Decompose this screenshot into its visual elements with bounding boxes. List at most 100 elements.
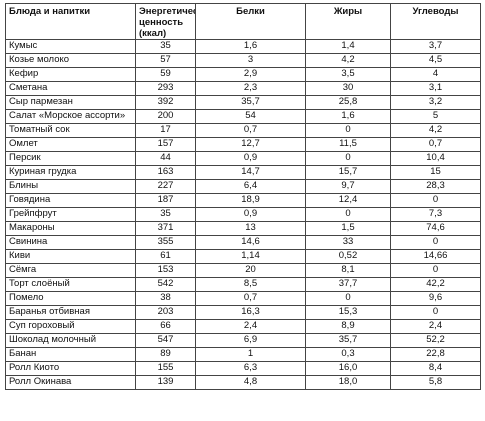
value-cell: 5 xyxy=(390,109,481,124)
item-name: Банан xyxy=(5,347,136,362)
value-cell: 2,9 xyxy=(195,67,306,82)
value-cell: 3,5 xyxy=(305,67,391,82)
value-cell: 74,6 xyxy=(390,221,481,236)
value-cell: 542 xyxy=(135,277,196,292)
value-cell: 3 xyxy=(195,53,306,68)
value-cell: 10,4 xyxy=(390,151,481,166)
item-name: Омлет xyxy=(5,137,136,152)
value-cell: 2,3 xyxy=(195,81,306,96)
value-cell: 18,9 xyxy=(195,193,306,208)
value-cell: 14,66 xyxy=(390,249,481,264)
item-name: Ролл Киото xyxy=(5,361,136,376)
value-cell: 28,3 xyxy=(390,179,481,194)
header-cell: Блюда и напитки xyxy=(5,3,136,40)
table-row: Банан 89 1 0,3 22,8 xyxy=(5,347,481,362)
value-cell: 0 xyxy=(390,193,481,208)
value-cell: 12,4 xyxy=(305,193,391,208)
value-cell: 6,3 xyxy=(195,361,306,376)
item-name: Торт слоёный xyxy=(5,277,136,292)
value-cell: 42,2 xyxy=(390,277,481,292)
table-row: Блины 227 6,4 9,7 28,3 xyxy=(5,179,481,194)
header-cell: Белки xyxy=(195,3,306,40)
value-cell: 9,7 xyxy=(305,179,391,194)
table-row: Куриная грудка 163 14,7 15,7 15 xyxy=(5,165,481,180)
value-cell: 0 xyxy=(390,263,481,278)
value-cell: 35 xyxy=(135,39,196,54)
value-cell: 38 xyxy=(135,291,196,306)
value-cell: 371 xyxy=(135,221,196,236)
table-header: Блюда и напиткиЭнергетическая ценность (… xyxy=(5,3,481,40)
item-name: Киви xyxy=(5,249,136,264)
item-name: Ролл Окинава xyxy=(5,375,136,390)
item-name: Томатный сок xyxy=(5,123,136,138)
table-row: Торт слоёный 542 8,5 37,7 42,2 xyxy=(5,277,481,292)
value-cell: 57 xyxy=(135,53,196,68)
value-cell: 16,3 xyxy=(195,305,306,320)
value-cell: 9,6 xyxy=(390,291,481,306)
value-cell: 163 xyxy=(135,165,196,180)
value-cell: 89 xyxy=(135,347,196,362)
value-cell: 227 xyxy=(135,179,196,194)
table-row: Говядина 187 18,9 12,4 0 xyxy=(5,193,481,208)
value-cell: 7,3 xyxy=(390,207,481,222)
value-cell: 392 xyxy=(135,95,196,110)
value-cell: 14,6 xyxy=(195,235,306,250)
value-cell: 6,4 xyxy=(195,179,306,194)
value-cell: 8,9 xyxy=(305,319,391,334)
value-cell: 0,9 xyxy=(195,151,306,166)
header-cell: Углеводы xyxy=(390,3,481,40)
item-name: Сметана xyxy=(5,81,136,96)
value-cell: 18,0 xyxy=(305,375,391,390)
value-cell: 14,7 xyxy=(195,165,306,180)
value-cell: 4,2 xyxy=(390,123,481,138)
value-cell: 59 xyxy=(135,67,196,82)
item-name: Сыр пармезан xyxy=(5,95,136,110)
value-cell: 1,6 xyxy=(195,39,306,54)
value-cell: 1,6 xyxy=(305,109,391,124)
value-cell: 35,7 xyxy=(195,95,306,110)
item-name: Макароны xyxy=(5,221,136,236)
value-cell: 3,1 xyxy=(390,81,481,96)
item-name: Шоколад молочный xyxy=(5,333,136,348)
table-row: Сёмга 153 20 8,1 0 xyxy=(5,263,481,278)
value-cell: 3,2 xyxy=(390,95,481,110)
header-row: Блюда и напиткиЭнергетическая ценность (… xyxy=(5,3,481,40)
item-name: Персик xyxy=(5,151,136,166)
value-cell: 155 xyxy=(135,361,196,376)
value-cell: 12,7 xyxy=(195,137,306,152)
value-cell: 0 xyxy=(305,151,391,166)
value-cell: 0 xyxy=(305,291,391,306)
table-row: Ролл Окинава 139 4,8 18,0 5,8 xyxy=(5,375,481,390)
value-cell: 355 xyxy=(135,235,196,250)
table-row: Грейпфрут 35 0,9 0 7,3 xyxy=(5,207,481,222)
item-name: Куриная грудка xyxy=(5,165,136,180)
table-row: Томатный сок 17 0,7 0 4,2 xyxy=(5,123,481,138)
value-cell: 153 xyxy=(135,263,196,278)
value-cell: 61 xyxy=(135,249,196,264)
table-row: Помело 38 0,7 0 9,6 xyxy=(5,291,481,306)
value-cell: 0,52 xyxy=(305,249,391,264)
table-row: Кефир 59 2,9 3,5 4 xyxy=(5,67,481,82)
value-cell: 4,8 xyxy=(195,375,306,390)
value-cell: 0,7 xyxy=(195,291,306,306)
value-cell: 25,8 xyxy=(305,95,391,110)
value-cell: 37,7 xyxy=(305,277,391,292)
value-cell: 0,3 xyxy=(305,347,391,362)
table-body: Кумыс 35 1,6 1,4 3,7 Козье молоко 57 3 4,2 4,5 Кеф… xyxy=(5,39,481,390)
value-cell: 2,4 xyxy=(195,319,306,334)
value-cell: 1 xyxy=(195,347,306,362)
value-cell: 66 xyxy=(135,319,196,334)
value-cell: 0,7 xyxy=(195,123,306,138)
value-cell: 293 xyxy=(135,81,196,96)
value-cell: 4,5 xyxy=(390,53,481,68)
value-cell: 11,5 xyxy=(305,137,391,152)
value-cell: 187 xyxy=(135,193,196,208)
value-cell: 1,4 xyxy=(305,39,391,54)
value-cell: 0 xyxy=(305,207,391,222)
item-name: Кефир xyxy=(5,67,136,82)
value-cell: 20 xyxy=(195,263,306,278)
value-cell: 16,0 xyxy=(305,361,391,376)
value-cell: 35 xyxy=(135,207,196,222)
value-cell: 0 xyxy=(390,305,481,320)
